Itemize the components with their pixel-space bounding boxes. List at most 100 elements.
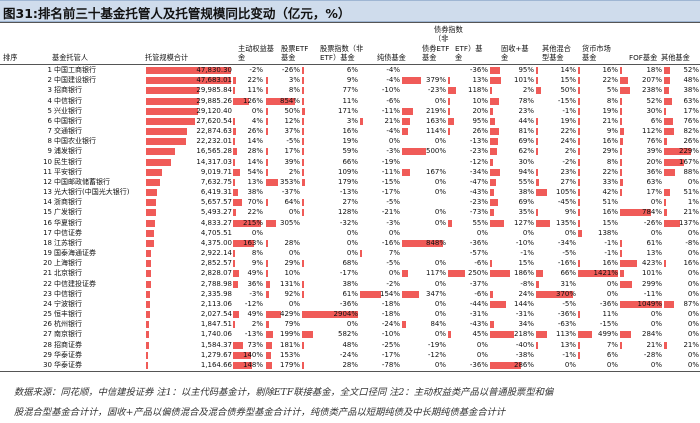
- change-value-stock-etf: -5%: [286, 137, 300, 146]
- change-value-money: 9%: [606, 127, 618, 136]
- change-value-mixed: 22%: [560, 127, 576, 136]
- change-value-mixed: -2%: [562, 157, 576, 166]
- chart-title-bar: 图31:排名前三十基金托管人及托管规模同比变动（亿元，%）: [0, 0, 700, 22]
- change-value-fof: 1049%: [637, 299, 662, 308]
- change-value-money: 16%: [602, 137, 618, 146]
- change-value-stock-index: 109%: [337, 167, 358, 176]
- change-bar-fof: [620, 209, 652, 217]
- change-value-fixed-plus: -8%: [520, 279, 534, 288]
- change-value-money: 499%: [597, 330, 618, 339]
- change-value-other: 0%: [687, 249, 699, 258]
- change-value-stock-etf: 429%: [279, 310, 300, 319]
- change-bar-stock-index: [302, 128, 304, 136]
- change-value-equity: 2%: [251, 320, 263, 329]
- change-bar-bond-etf: [448, 117, 455, 125]
- row-total-value: 5,493.27: [200, 208, 232, 217]
- change-bar-fixed-plus: [490, 117, 495, 125]
- change-value-bond-index: 379%: [425, 76, 446, 85]
- change-value-other: 82%: [683, 127, 699, 136]
- change-value-bond-etf: 0%: [476, 350, 488, 359]
- change-value-pure-bond: -3%: [386, 147, 400, 156]
- change-bar-mixed: [536, 189, 547, 197]
- change-value-equity: 49%: [247, 269, 263, 278]
- change-value-fof: 0%: [650, 228, 662, 237]
- change-value-money: 22%: [602, 76, 618, 85]
- row-rank: 21: [43, 269, 52, 278]
- change-value-other: 0%: [687, 289, 699, 298]
- change-bar-pure-bond: [360, 250, 362, 258]
- row-total-value: 2,828.07: [200, 269, 232, 278]
- change-value-other: 88%: [683, 167, 699, 176]
- change-value-bond-index: [408, 158, 446, 167]
- change-value-other: 63%: [683, 96, 699, 105]
- change-bar-fof: [620, 128, 625, 136]
- header-stock-etf-2: 基金: [281, 53, 296, 62]
- row-custodian-name: 中信银行: [54, 289, 82, 298]
- change-value-mixed: 24%: [560, 137, 576, 146]
- change-value-money: 51%: [602, 198, 618, 207]
- change-value-pure-bond: -19%: [381, 157, 400, 166]
- row-custodian-name: 江苏银行: [54, 238, 82, 247]
- change-value-stock-etf: 131%: [279, 279, 300, 288]
- total-bar: [146, 158, 172, 166]
- change-value-equity: 26%: [247, 127, 263, 136]
- change-value-equity: 126%: [242, 96, 263, 105]
- change-bar-bond-etf: [448, 331, 451, 339]
- change-bar-stock-index: [302, 199, 304, 207]
- footer-note-1: 数据来源：同花顺，中信建投证券 注1：以主代码基金计，剔除ETF联接基金，全文口…: [14, 387, 554, 398]
- change-value-mixed: 370%: [555, 289, 576, 298]
- change-value-money: 33%: [602, 177, 618, 186]
- change-value-equity: 22%: [247, 208, 263, 217]
- change-value-other: 1%: [687, 198, 699, 207]
- change-bar-stock-etf: [266, 158, 268, 166]
- change-bar-bond-index: [402, 239, 444, 247]
- row-total-value: 22,874.63: [196, 127, 232, 136]
- header-fixed-plus-2: 金: [501, 53, 509, 62]
- total-bar: [146, 117, 196, 125]
- change-value-fof: 284%: [641, 330, 662, 339]
- row-custodian-name: 中信银行: [54, 96, 82, 105]
- change-value-equity: 215%: [242, 218, 263, 227]
- change-bar-equity: [233, 87, 235, 95]
- change-value-bond-index: -12%: [427, 350, 446, 359]
- change-value-pure-bond: -18%: [381, 299, 400, 308]
- change-value-other: 16%: [683, 259, 699, 268]
- total-bar: [146, 128, 187, 136]
- change-bar-fof: [620, 77, 629, 85]
- row-total-value: 47,830.30: [196, 66, 232, 74]
- change-bar-fixed-plus: [490, 128, 499, 136]
- change-bar-equity: [233, 250, 235, 258]
- change-bar-mixed: [536, 219, 550, 227]
- change-value-equity: -2%: [249, 66, 263, 74]
- change-value-fof: 0%: [650, 360, 662, 369]
- change-value-money: 7%: [606, 340, 618, 349]
- change-bar-stock-etf: [266, 321, 269, 329]
- change-bar-money: [578, 87, 580, 95]
- change-value-pure-bond: -21%: [381, 208, 400, 217]
- change-bar-pure-bond: [360, 290, 381, 298]
- change-value-bond-etf: -37%: [469, 279, 488, 288]
- change-value-bond-index: -23%: [427, 86, 446, 95]
- row-custodian-name: 交通银行: [54, 127, 82, 136]
- change-bar-mixed: [536, 209, 538, 217]
- change-value-bond-etf: -31%: [469, 310, 488, 319]
- change-value-bond-index: 0%: [434, 330, 446, 339]
- row-total-value: 2,027.54: [200, 310, 232, 319]
- change-value-fixed-plus: 30%: [518, 157, 534, 166]
- change-bar-mixed: [536, 331, 548, 339]
- row-total-value: 1,164.66: [200, 360, 232, 369]
- header-bottom-rule: [0, 64, 700, 65]
- change-value-stock-index: 27%: [342, 198, 358, 207]
- change-bar-equity: [233, 280, 238, 288]
- row-custodian-name: 华泰证券: [54, 350, 82, 359]
- change-value-stock-index: 61%: [342, 289, 358, 298]
- change-value-stock-etf: 0%: [288, 249, 300, 258]
- change-bar-money: [578, 341, 580, 349]
- total-bar: [146, 300, 150, 308]
- change-value-other: 0%: [687, 269, 699, 278]
- change-value-stock-index: 3%: [346, 116, 358, 125]
- change-bar-fof: [620, 97, 623, 105]
- row-total-value: 2,852.57: [200, 259, 232, 268]
- row-rank: 4: [47, 96, 52, 105]
- row-rank: 11: [43, 167, 52, 176]
